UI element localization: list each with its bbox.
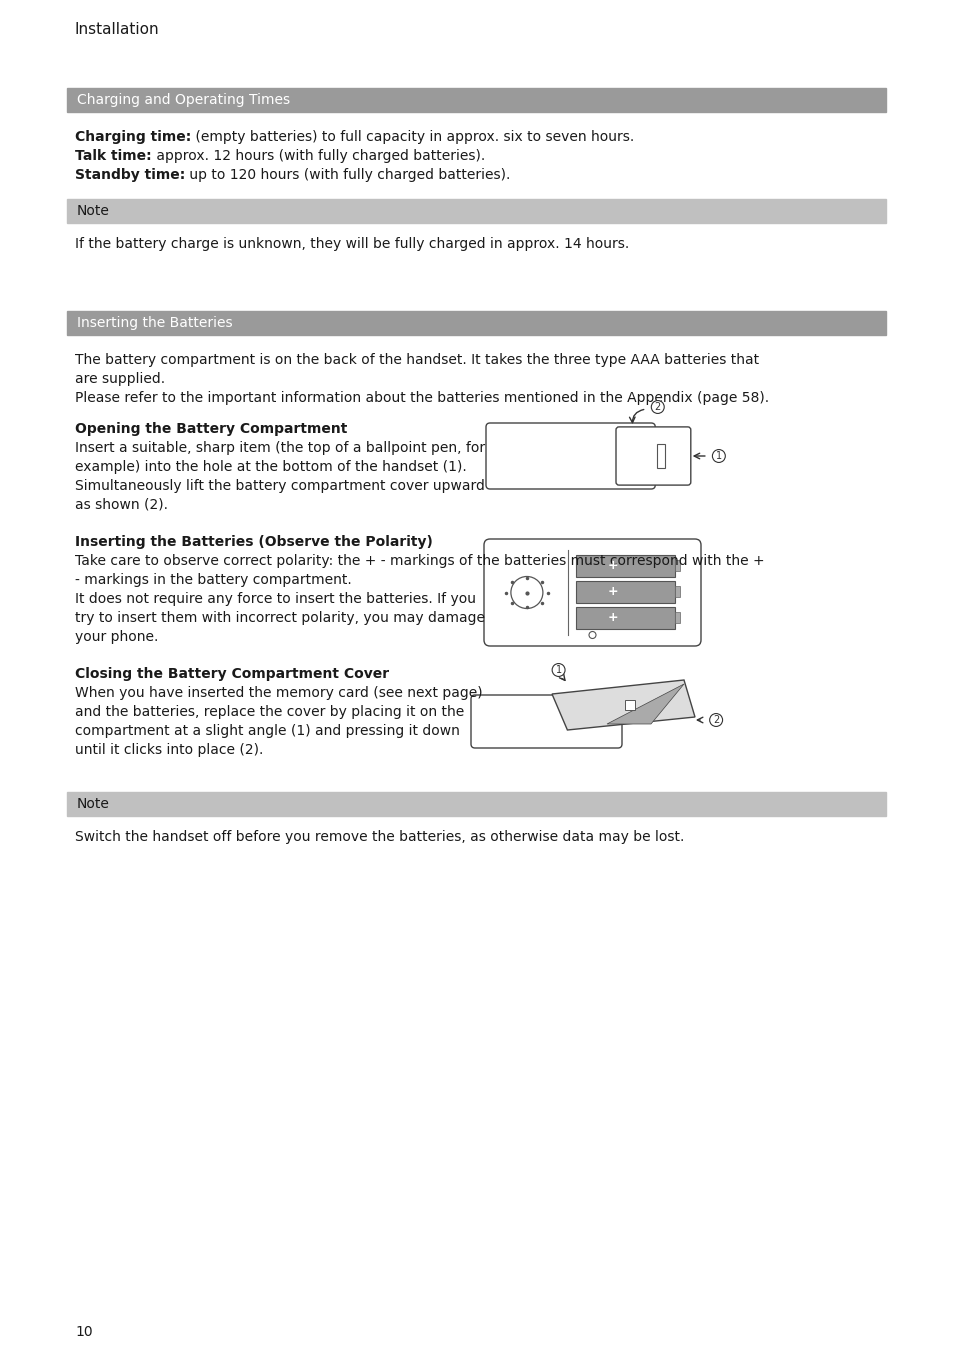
Text: It does not require any force to insert the batteries. If you: It does not require any force to insert … [75,592,476,606]
FancyBboxPatch shape [485,423,655,489]
Text: 2: 2 [712,715,719,725]
Text: compartment at a slight angle (1) and pressing it down: compartment at a slight angle (1) and pr… [75,725,459,738]
Text: try to insert them with incorrect polarity, you may damage: try to insert them with incorrect polari… [75,611,484,625]
Bar [67,199,885,223]
Text: approx. 12 hours (with fully charged batteries).: approx. 12 hours (with fully charged bat… [152,149,484,164]
Text: as shown (2).: as shown (2). [75,498,168,512]
Text: +: + [607,611,618,625]
FancyBboxPatch shape [483,539,700,646]
FancyBboxPatch shape [471,695,621,748]
Text: Simultaneously lift the battery compartment cover upward: Simultaneously lift the battery compartm… [75,479,484,493]
Bar [657,445,664,468]
Text: 1: 1 [555,665,561,675]
Text: Switch the handset off before you remove the batteries, as otherwise data may be: Switch the handset off before you remove… [75,830,683,844]
Text: Installation: Installation [75,22,159,37]
Bar [576,554,675,576]
Text: (empty batteries) to full capacity in approx. six to seven hours.: (empty batteries) to full capacity in ap… [191,130,634,145]
Text: Charging time:: Charging time: [75,130,191,145]
Bar [576,607,675,629]
Text: Insert a suitable, sharp item (the top of a ballpoint pen, for: Insert a suitable, sharp item (the top o… [75,441,485,456]
Text: and the batteries, replace the cover by placing it on the: and the batteries, replace the cover by … [75,704,464,719]
FancyBboxPatch shape [616,427,690,485]
Bar [67,792,885,817]
Bar [576,580,675,603]
Polygon shape [606,684,683,725]
Text: 10: 10 [75,1325,92,1338]
Text: until it clicks into place (2).: until it clicks into place (2). [75,744,263,757]
Text: are supplied.: are supplied. [75,372,165,387]
Text: up to 120 hours (with fully charged batteries).: up to 120 hours (with fully charged batt… [185,168,510,183]
Text: example) into the hole at the bottom of the handset (1).: example) into the hole at the bottom of … [75,460,466,475]
Polygon shape [552,680,695,730]
Text: Please refer to the important information about the batteries mentioned in the A: Please refer to the important informatio… [75,391,768,406]
Text: 1: 1 [715,452,721,461]
Bar [675,587,679,598]
Text: - markings in the battery compartment.: - markings in the battery compartment. [75,573,352,587]
Text: Talk time:: Talk time: [75,149,152,164]
Text: If the battery charge is unknown, they will be fully charged in approx. 14 hours: If the battery charge is unknown, they w… [75,237,629,251]
Text: Note: Note [77,796,110,811]
Bar [624,700,634,710]
Text: The battery compartment is on the back of the handset. It takes the three type A: The battery compartment is on the back o… [75,353,759,366]
Text: 2: 2 [654,402,660,412]
Text: Closing the Battery Compartment Cover: Closing the Battery Compartment Cover [75,667,389,681]
Text: Inserting the Batteries (Observe the Polarity): Inserting the Batteries (Observe the Pol… [75,535,433,549]
Text: your phone.: your phone. [75,630,158,644]
Bar [675,612,679,623]
Text: Opening the Battery Compartment: Opening the Battery Compartment [75,422,347,435]
Bar [67,88,885,112]
Text: Take care to observe correct polarity: the + - markings of the batteries must co: Take care to observe correct polarity: t… [75,554,763,568]
Text: Charging and Operating Times: Charging and Operating Times [77,93,290,107]
Text: +: + [607,585,618,598]
Text: When you have inserted the memory card (see next page): When you have inserted the memory card (… [75,685,482,700]
Bar [675,560,679,571]
Text: +: + [607,560,618,572]
Text: Note: Note [77,204,110,218]
Bar [67,311,885,335]
Text: Standby time:: Standby time: [75,168,185,183]
Text: Inserting the Batteries: Inserting the Batteries [77,316,233,330]
